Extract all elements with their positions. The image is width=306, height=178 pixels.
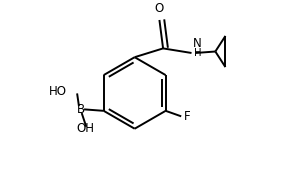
Text: HO: HO <box>49 85 67 98</box>
Text: N: N <box>193 37 202 50</box>
Text: O: O <box>155 2 164 15</box>
Text: OH: OH <box>76 122 94 135</box>
Text: B: B <box>77 103 85 116</box>
Text: F: F <box>184 110 191 123</box>
Text: H: H <box>194 48 202 58</box>
